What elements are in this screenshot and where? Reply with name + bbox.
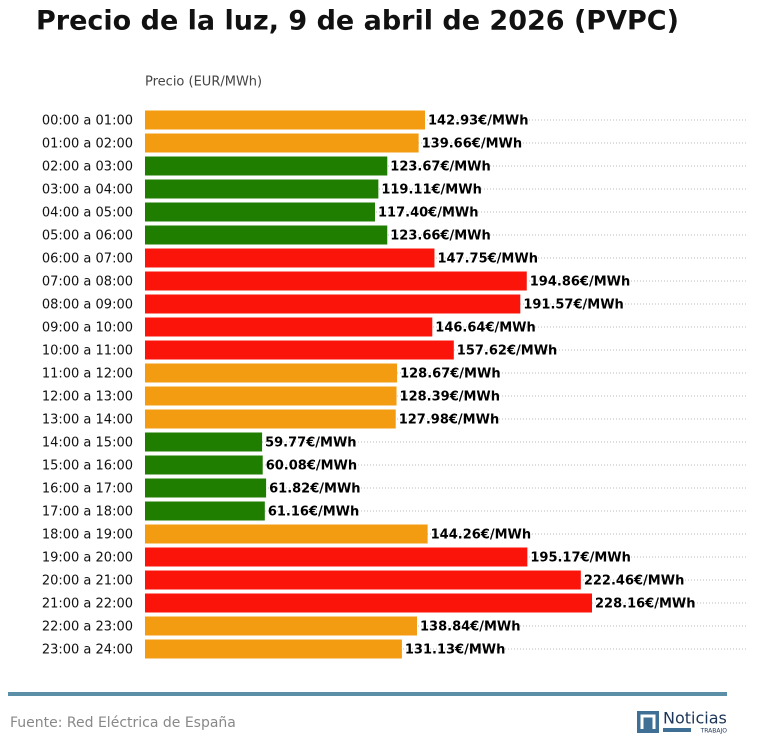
category-label: 10:00 a 11:00 [42, 344, 133, 359]
value-label: 142.93€/MWh [428, 114, 528, 129]
logo-bar [663, 728, 691, 732]
category-label: 16:00 a 17:00 [42, 482, 133, 497]
value-label: 146.64€/MWh [435, 321, 536, 336]
bar [145, 363, 398, 383]
category-label: 03:00 a 04:00 [42, 183, 133, 198]
bar [145, 593, 592, 613]
category-label: 13:00 a 14:00 [42, 413, 133, 428]
bar [145, 248, 435, 268]
value-label: 138.84€/MWh [420, 620, 520, 635]
category-label: 01:00 a 02:00 [42, 137, 133, 152]
category-label: 04:00 a 05:00 [42, 206, 133, 221]
chart-title: Precio de la luz, 9 de abril de 2026 (PV… [36, 6, 679, 37]
bar [145, 524, 428, 544]
source: Fuente: Red Eléctrica de España [10, 715, 236, 731]
value-label: 128.39€/MWh [400, 390, 501, 405]
value-label: 157.62€/MWh [457, 344, 558, 359]
value-label: 139.66€/MWh [422, 137, 523, 152]
category-label: 23:00 a 24:00 [42, 643, 133, 658]
value-label: 61.16€/MWh [268, 505, 359, 520]
bar [145, 409, 396, 429]
category-label: 18:00 a 19:00 [42, 528, 133, 543]
logo-icon [637, 711, 659, 733]
bar [145, 570, 581, 590]
value-label: 191.57€/MWh [523, 298, 624, 313]
bar [145, 179, 379, 199]
value-label: 60.08€/MWh [266, 459, 357, 474]
logo-name: Noticias [663, 709, 727, 728]
category-label: 20:00 a 21:00 [42, 574, 133, 589]
category-label: 00:00 a 01:00 [42, 114, 133, 129]
bar [145, 432, 263, 452]
bar [145, 294, 521, 314]
bar [145, 639, 402, 659]
category-label: 08:00 a 09:00 [42, 298, 133, 313]
category-label: 14:00 a 15:00 [42, 436, 133, 451]
value-label: 123.66€/MWh [390, 229, 491, 244]
bar [145, 340, 454, 360]
category-label: 02:00 a 03:00 [42, 160, 133, 175]
bar [145, 317, 433, 337]
value-label: 147.75€/MWh [437, 252, 537, 267]
bar [145, 501, 265, 521]
logo-tagline: TRABAJO [700, 728, 728, 735]
bar [145, 455, 263, 475]
value-label: 61.82€/MWh [269, 482, 360, 497]
category-label: 17:00 a 18:00 [42, 505, 133, 520]
value-label: 123.67€/MWh [390, 160, 491, 175]
value-label: 222.46€/MWh [584, 574, 685, 589]
category-label: 12:00 a 13:00 [42, 390, 133, 405]
bar [145, 156, 388, 176]
category-label: 06:00 a 07:00 [42, 252, 133, 267]
bar [145, 478, 267, 498]
category-label: 09:00 a 10:00 [42, 321, 133, 336]
bar [145, 386, 397, 406]
bar [145, 110, 426, 130]
value-label: 194.86€/MWh [530, 275, 631, 290]
category-label: 15:00 a 16:00 [42, 459, 133, 474]
bar [145, 225, 388, 245]
category-label: 05:00 a 06:00 [42, 229, 133, 244]
value-label: 127.98€/MWh [399, 413, 500, 428]
value-label: 59.77€/MWh [265, 436, 356, 451]
category-label: 22:00 a 23:00 [42, 620, 133, 635]
value-label: 119.11€/MWh [381, 183, 482, 198]
axis-label: Precio (EUR/MWh) [145, 75, 262, 90]
value-label: 195.17€/MWh [530, 551, 631, 566]
bar [145, 616, 418, 636]
value-label: 117.40€/MWh [378, 206, 479, 221]
bar [145, 202, 376, 222]
value-label: 144.26€/MWh [431, 528, 532, 543]
category-label: 07:00 a 08:00 [42, 275, 133, 290]
logo-glyph [640, 714, 656, 729]
category-label: 21:00 a 22:00 [42, 597, 133, 612]
category-label: 11:00 a 12:00 [42, 367, 133, 382]
value-label: 131.13€/MWh [405, 643, 506, 658]
bar [145, 547, 528, 567]
value-label: 128.67€/MWh [400, 367, 501, 382]
value-label: 228.16€/MWh [595, 597, 696, 612]
category-label: 19:00 a 20:00 [42, 551, 133, 566]
bar [145, 133, 419, 153]
bar [145, 271, 527, 291]
